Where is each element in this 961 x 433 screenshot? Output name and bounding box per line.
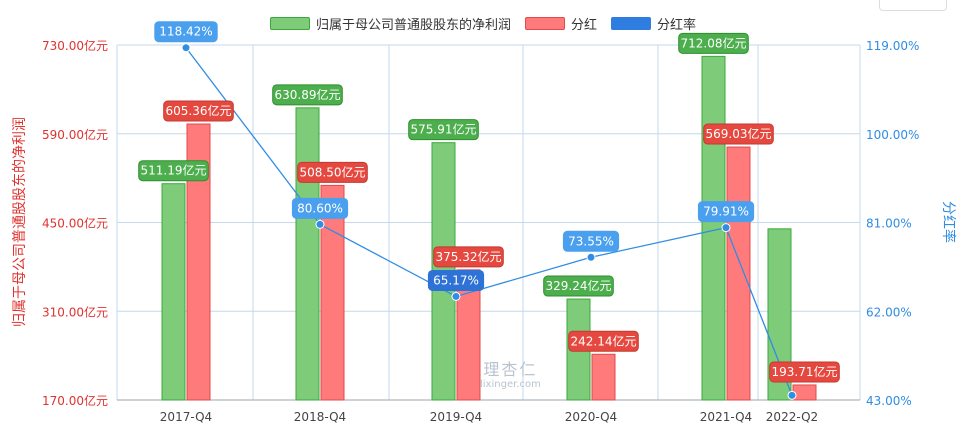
rate-line bbox=[185, 47, 793, 396]
data-label-profit-bg bbox=[138, 160, 209, 182]
data-label-dividend: 242.14亿元 bbox=[571, 333, 637, 348]
data-label-dividend: 375.32亿元 bbox=[436, 249, 502, 264]
rate-point bbox=[586, 252, 596, 262]
x-tick-label: 2017-Q4 bbox=[160, 410, 212, 424]
legend-item-rate[interactable]: 分红率 bbox=[611, 14, 696, 33]
bar-dividend bbox=[792, 384, 817, 401]
x-tick-label: 2018-Q4 bbox=[294, 410, 346, 424]
rate-point bbox=[315, 219, 325, 229]
bar-dividend bbox=[726, 146, 751, 401]
legend-label-rate: 分红率 bbox=[657, 18, 697, 33]
legend-label-profit: 归属于母公司普通股股东的净利润 bbox=[316, 18, 512, 33]
data-label-profit-bg bbox=[543, 275, 614, 297]
legend-label-dividend: 分红 bbox=[571, 18, 598, 33]
y-left-tick-label: 450.00亿元 bbox=[42, 216, 108, 231]
legend-item-profit[interactable]: 归属于母公司普通股股东的净利润 bbox=[270, 14, 511, 33]
bar-dividend bbox=[456, 269, 481, 401]
bar-dividend bbox=[320, 184, 345, 401]
bar-profit bbox=[161, 183, 186, 401]
data-label-rate-bg bbox=[154, 21, 218, 43]
data-label-profit-bg bbox=[678, 32, 749, 54]
data-label-rate: 118.42% bbox=[159, 25, 212, 39]
data-label-dividend: 508.50亿元 bbox=[300, 164, 366, 179]
data-label-profit-bg bbox=[408, 119, 479, 141]
data-label-dividend: 193.71亿元 bbox=[772, 364, 838, 379]
y-left-tick-label: 170.00亿元 bbox=[42, 393, 108, 408]
data-label-profit: 511.19亿元 bbox=[141, 163, 207, 178]
x-tick-label: 2020-Q4 bbox=[565, 410, 617, 424]
data-label-dividend-bg bbox=[297, 161, 368, 183]
y-left-tick-label: 730.00亿元 bbox=[42, 38, 108, 53]
data-label-profit: 630.89亿元 bbox=[275, 87, 341, 102]
y-left-axis-title: 归属于母公司普通股股东的净利润 bbox=[11, 117, 28, 327]
data-label-dividend-bg bbox=[769, 361, 840, 383]
data-label-dividend-bg bbox=[163, 100, 234, 122]
data-label-profit: 712.08亿元 bbox=[681, 35, 747, 50]
bar-dividend bbox=[591, 353, 616, 401]
data-label-rate-bg bbox=[291, 197, 349, 219]
rate-point bbox=[787, 390, 797, 400]
legend-item-dividend[interactable]: 分红 bbox=[525, 14, 597, 33]
x-tick-label: 2022-Q2 bbox=[766, 410, 818, 424]
data-label-dividend-bg bbox=[568, 330, 639, 352]
data-label-dividend-bg bbox=[433, 246, 504, 268]
bar-profit bbox=[295, 107, 320, 401]
data-label-rate-bg bbox=[427, 269, 485, 291]
bar-dividend bbox=[186, 123, 211, 401]
watermark-main: 理杏仁 bbox=[483, 360, 538, 379]
watermark-sub: lixinger.com bbox=[480, 379, 541, 390]
data-label-rate: 65.17% bbox=[433, 273, 479, 287]
y-right-axis-title: 分红率 bbox=[940, 201, 957, 243]
data-label-rate: 80.60% bbox=[297, 201, 343, 215]
x-tick-label: 2019-Q4 bbox=[430, 410, 482, 424]
x-tick-label: 2021-Q4 bbox=[700, 410, 752, 424]
y-right-tick-label: 43.00% bbox=[866, 394, 912, 408]
data-label-rate: 79.91% bbox=[703, 205, 749, 219]
y-right-tick-label: 119.00% bbox=[866, 39, 919, 53]
y-left-tick-label: 310.00亿元 bbox=[42, 304, 108, 319]
legend-swatch-profit bbox=[270, 17, 310, 30]
data-label-profit: 329.24亿元 bbox=[546, 278, 612, 293]
data-label-rate-bg bbox=[697, 201, 755, 223]
chart-legend: 归属于母公司普通股股东的净利润 分红 分红率 bbox=[270, 14, 696, 33]
y-right-tick-label: 81.00% bbox=[866, 217, 912, 231]
y-right-tick-label: 100.00% bbox=[866, 128, 919, 142]
legend-swatch-rate bbox=[611, 17, 652, 30]
data-label-dividend: 569.03亿元 bbox=[706, 126, 772, 141]
data-label-profit-bg bbox=[272, 84, 343, 106]
rate-point bbox=[181, 43, 191, 53]
y-right-tick-label: 62.00% bbox=[866, 305, 912, 319]
rate-point bbox=[451, 291, 461, 301]
watermark: 理杏仁 lixinger.com bbox=[480, 356, 541, 390]
bar-profit bbox=[767, 228, 792, 401]
data-label-dividend-bg bbox=[703, 123, 774, 145]
legend-swatch-dividend bbox=[525, 17, 566, 30]
y-left-tick-label: 590.00亿元 bbox=[42, 127, 108, 142]
data-label-rate: 73.55% bbox=[568, 234, 614, 248]
rate-point bbox=[721, 223, 731, 233]
data-label-profit: 575.91亿元 bbox=[411, 122, 477, 137]
corner-control[interactable] bbox=[879, 0, 947, 11]
data-label-rate-bg bbox=[562, 230, 620, 252]
data-label-dividend: 605.36亿元 bbox=[166, 103, 232, 118]
